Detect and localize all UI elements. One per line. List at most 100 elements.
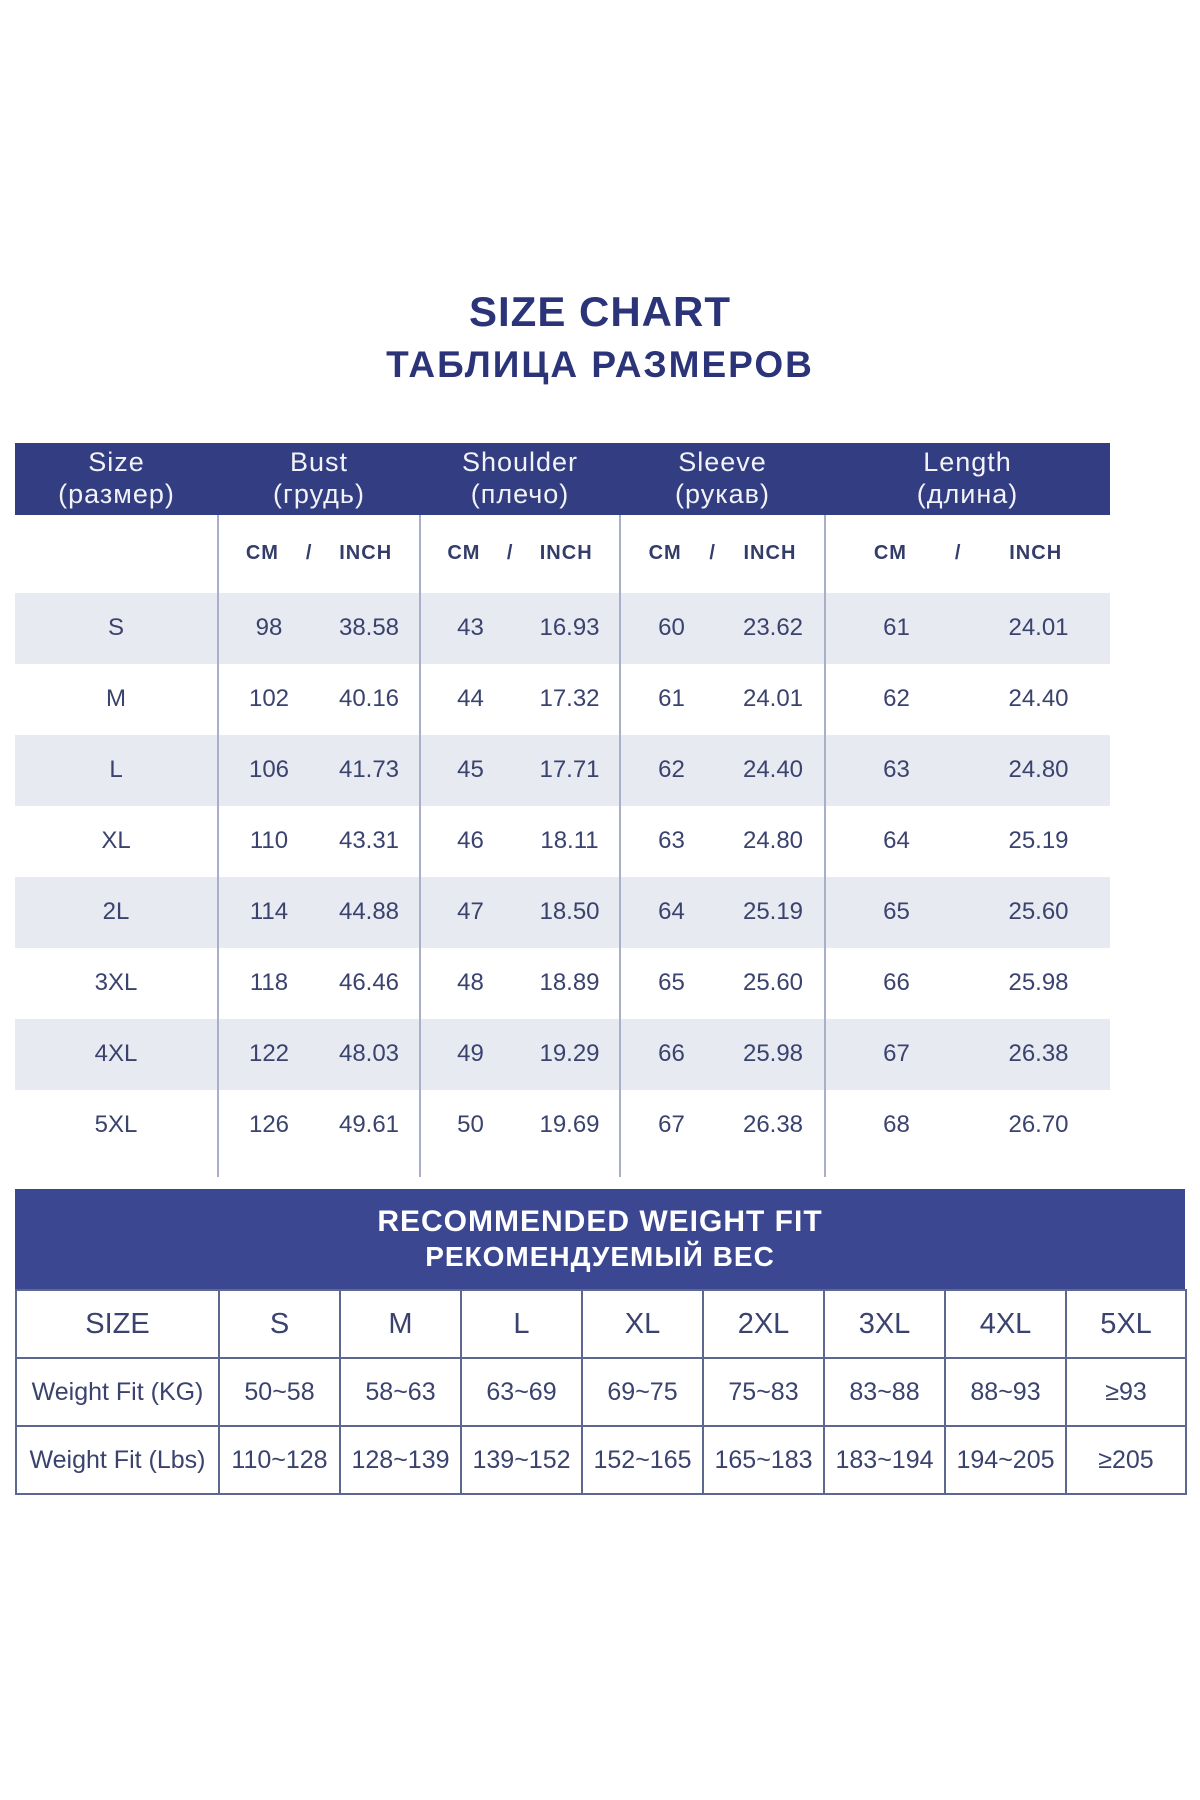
weight-kg-value: 75~83: [702, 1357, 825, 1428]
size-label: 2L: [15, 876, 218, 948]
weight-kg-value: 83~88: [823, 1357, 946, 1428]
header-bust-en: Bust: [289, 446, 349, 477]
sleeve-inch-value: 25.19: [722, 876, 825, 948]
shoulder-cm-value: 44: [419, 663, 520, 735]
content-area: SIZE CHART ТАБЛИЦА РАЗМЕРОВ Size (размер)…: [15, 288, 1187, 1496]
bust-cm-value: 114: [217, 876, 319, 948]
shoulder-inch-value: 18.50: [520, 876, 620, 948]
unit-cm-label: CM: [648, 542, 682, 565]
length-inch-value: 24.01: [967, 592, 1110, 664]
shoulder-inch-value: 18.11: [540, 827, 599, 855]
unit-cm-label: CM: [873, 542, 907, 565]
unit-header-bust: CM / INCH: [217, 514, 420, 593]
unit-separator: /: [709, 542, 716, 565]
shoulder-inch-value: 19.69: [539, 1111, 600, 1139]
shoulder-cm-value: 46: [419, 805, 520, 877]
length-cm-value: 66: [824, 947, 967, 1019]
shoulder-cm-value: 47: [419, 876, 520, 948]
length-cm-value: 68: [824, 1089, 967, 1161]
weight-header-row: SIZE S M L XL 2XL 3XL 4XL 5XL: [15, 1289, 1187, 1360]
bust-cm-value: 126: [217, 1089, 319, 1161]
length-inch-value: 25.60: [967, 876, 1110, 948]
bust-cm-value: 102: [217, 663, 319, 735]
column-header-shoulder: Shoulder (плечо): [420, 442, 620, 515]
weight-header-3xl: 3XL: [823, 1289, 946, 1360]
unit-cm-label: CM: [447, 542, 481, 565]
bust-inch-value: 38.58: [319, 592, 420, 664]
weight-header-m: M: [339, 1289, 462, 1360]
size-label: 5XL: [94, 1111, 138, 1139]
unit-header-sleeve: CM / INCH: [619, 514, 825, 593]
length-inch-value: 24.80: [967, 734, 1110, 806]
length-cm-value: 64: [824, 805, 967, 877]
weight-header-5xl: 5XL: [1065, 1289, 1187, 1360]
header-shoulder-ru: (плечо): [470, 478, 570, 509]
weight-lbs-value: 183~194: [823, 1425, 946, 1496]
size-row-l: L 106 41.73 45 17.71 62 24.40 63 24.80: [15, 734, 1110, 806]
size-label: XL: [101, 827, 131, 855]
weight-header-4xl: 4XL: [944, 1289, 1067, 1360]
shoulder-cm-value: 45: [419, 734, 520, 806]
weight-lbs-value: 128~139: [339, 1425, 462, 1496]
bust-cm-value: 98: [217, 592, 319, 664]
weight-lbs-value: 139~152: [460, 1425, 583, 1496]
unit-header-length: CM / INCH: [824, 514, 1110, 593]
weight-kg-label: Weight Fit (KG): [15, 1357, 220, 1428]
length-inch-value: 26.70: [1008, 1111, 1069, 1139]
divider-tail-row: [15, 1160, 1110, 1177]
sleeve-inch-value: 26.38: [742, 1111, 804, 1139]
unit-cm-label: CM: [245, 542, 279, 565]
size-row-3xl: 3XL 118 46.46 48 18.89 65 25.60 66 25.98: [15, 947, 1110, 1019]
bust-inch-value: 46.46: [338, 969, 400, 997]
shoulder-cm-value: 49: [419, 1018, 520, 1090]
sleeve-cm-value: 60: [619, 592, 722, 664]
sleeve-cm-value: 64: [619, 876, 722, 948]
column-header-length: Length (длина): [825, 442, 1110, 515]
bust-cm-value: 118: [217, 947, 319, 1019]
header-size-en: Size: [88, 446, 145, 477]
length-inch-value: 26.38: [967, 1018, 1110, 1090]
page-subtitle: ТАБЛИЦА РАЗМЕРОВ: [386, 344, 814, 386]
weight-lbs-label: Weight Fit (Lbs): [15, 1425, 220, 1496]
bust-cm-value: 106: [217, 734, 319, 806]
weight-fit-banner: RECOMMENDED WEIGHT FIT РЕКОМЕНДУЕМЫЙ ВЕС: [15, 1188, 1185, 1290]
unit-header-row: CM / INCH CM / INCH CM / INCH CM / INCH: [15, 514, 1110, 593]
unit-inch-label: INCH: [539, 542, 593, 565]
length-inch-value: 25.19: [1008, 827, 1069, 855]
weight-header-l: L: [460, 1289, 583, 1360]
weight-header-size: SIZE: [15, 1289, 220, 1360]
weight-lbs-value: 110~128: [218, 1425, 341, 1496]
sleeve-cm-value: 65: [619, 947, 722, 1019]
weight-kg-value: 63~69: [460, 1357, 583, 1428]
length-inch-value: 24.40: [1008, 685, 1069, 713]
bust-cm-value: 110: [217, 805, 319, 877]
unit-separator: /: [954, 542, 962, 565]
sleeve-cm-value: 63: [619, 805, 722, 877]
sleeve-cm-value: 66: [619, 1018, 722, 1090]
bust-inch-value: 40.16: [338, 685, 400, 713]
column-header-row: Size (размер) Bust (грудь) Shoulder (плечо)…: [15, 442, 1110, 515]
weight-kg-value: 50~58: [218, 1357, 341, 1428]
size-label: M: [106, 685, 126, 713]
bust-inch-value: 48.03: [319, 1018, 420, 1090]
unit-separator: /: [506, 542, 514, 565]
size-row-xl: XL 110 43.31 46 18.11 63 24.80 64 25.19: [15, 805, 1110, 877]
length-cm-value: 62: [824, 663, 967, 735]
size-label: 3XL: [94, 969, 138, 997]
header-bust-ru: (грудь): [273, 478, 365, 509]
weight-lbs-value: ≥205: [1065, 1425, 1187, 1496]
shoulder-inch-value: 17.71: [520, 734, 620, 806]
measurements-table: Size (размер) Bust (грудь) Shoulder (плечо)…: [15, 442, 1110, 1177]
shoulder-inch-value: 16.93: [520, 592, 620, 664]
column-header-bust: Bust (грудь): [218, 442, 420, 515]
size-row-m: M 102 40.16 44 17.32 61 24.01 62 24.40: [15, 663, 1110, 735]
banner-line-en: RECOMMENDED WEIGHT FIT: [377, 1204, 823, 1238]
sleeve-inch-value: 24.01: [742, 685, 804, 713]
unit-inch-label: INCH: [743, 542, 797, 565]
column-header-sleeve: Sleeve (рукав): [620, 442, 825, 515]
length-cm-value: 61: [824, 592, 967, 664]
column-header-size: Size (размер): [15, 442, 218, 515]
weight-kg-row: Weight Fit (KG) 50~58 58~63 63~69 69~75 …: [15, 1357, 1187, 1428]
header-shoulder-en: Shoulder: [461, 446, 579, 477]
